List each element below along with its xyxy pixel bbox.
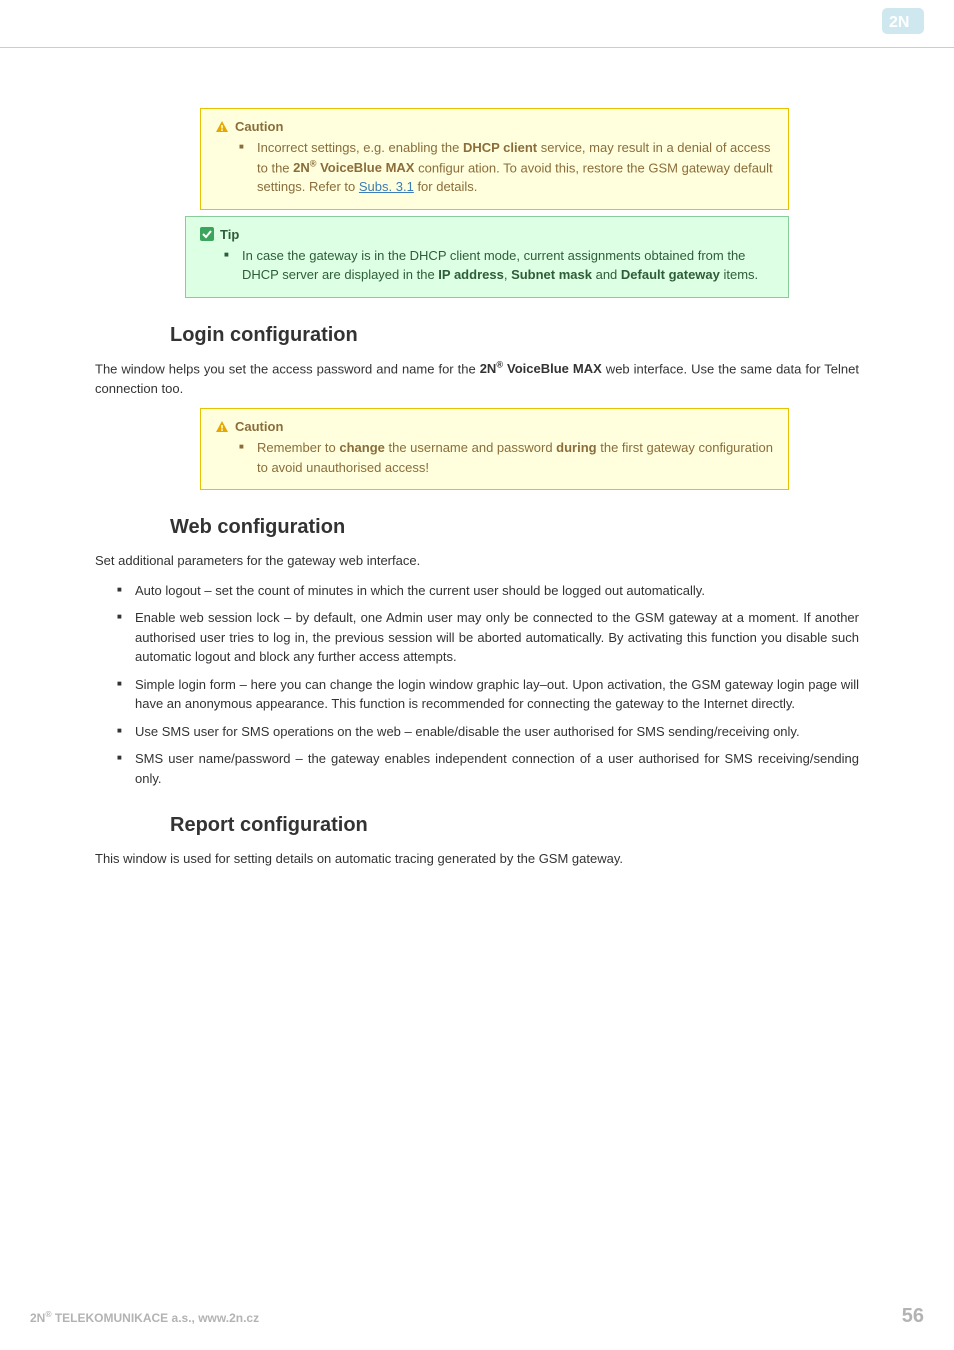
- web-list: Auto logout – set the count of minutes i…: [95, 581, 859, 789]
- svg-text:2N: 2N: [889, 14, 909, 31]
- list-item: Enable web session lock – by default, on…: [135, 608, 859, 667]
- warning-icon: [215, 120, 229, 134]
- caution-label: Caution: [235, 119, 283, 134]
- tip-item: In case the gateway is in the DHCP clien…: [242, 246, 774, 285]
- caution-label-2: Caution: [235, 419, 283, 434]
- caution-box-2: Caution Remember to change the username …: [200, 408, 789, 490]
- check-icon: [200, 227, 214, 241]
- login-heading: Login configuration: [170, 324, 859, 347]
- report-para: This window is used for setting details …: [95, 849, 859, 869]
- tip-box: Tip In case the gateway is in the DHCP c…: [185, 216, 789, 298]
- caution-title-2: Caution: [215, 419, 774, 434]
- list-item: Auto logout – set the count of minutes i…: [135, 581, 859, 601]
- login-para: The window helps you set the access pass…: [95, 359, 859, 398]
- list-item: SMS user name/password – the gateway ena…: [135, 749, 859, 788]
- caution-item-2: Remember to change the username and pass…: [257, 438, 774, 477]
- tip-title: Tip: [200, 227, 774, 242]
- warning-icon: [215, 420, 229, 434]
- page-footer: 2N® TELEKOMUNIKACE a.s., www.2n.cz 56: [30, 1305, 924, 1328]
- page-header: 2N: [0, 0, 954, 48]
- caution-title: Caution: [215, 119, 774, 134]
- list-item: Use SMS user for SMS operations on the w…: [135, 722, 859, 742]
- caution-box-1: Caution Incorrect settings, e.g. enablin…: [200, 108, 789, 210]
- web-para: Set additional parameters for the gatewa…: [95, 551, 859, 571]
- report-heading: Report configuration: [170, 814, 859, 837]
- page-number: 56: [902, 1305, 924, 1328]
- page-content: Caution Incorrect settings, e.g. enablin…: [0, 48, 954, 919]
- list-item: Simple login form – here you can change …: [135, 675, 859, 714]
- footer-left: 2N® TELEKOMUNIKACE a.s., www.2n.cz: [30, 1309, 259, 1325]
- caution-item: Incorrect settings, e.g. enabling the DH…: [257, 138, 774, 197]
- brand-logo: 2N: [882, 8, 924, 39]
- web-heading: Web configuration: [170, 516, 859, 539]
- subs-link[interactable]: Subs. 3.1: [359, 179, 414, 194]
- tip-label: Tip: [220, 227, 239, 242]
